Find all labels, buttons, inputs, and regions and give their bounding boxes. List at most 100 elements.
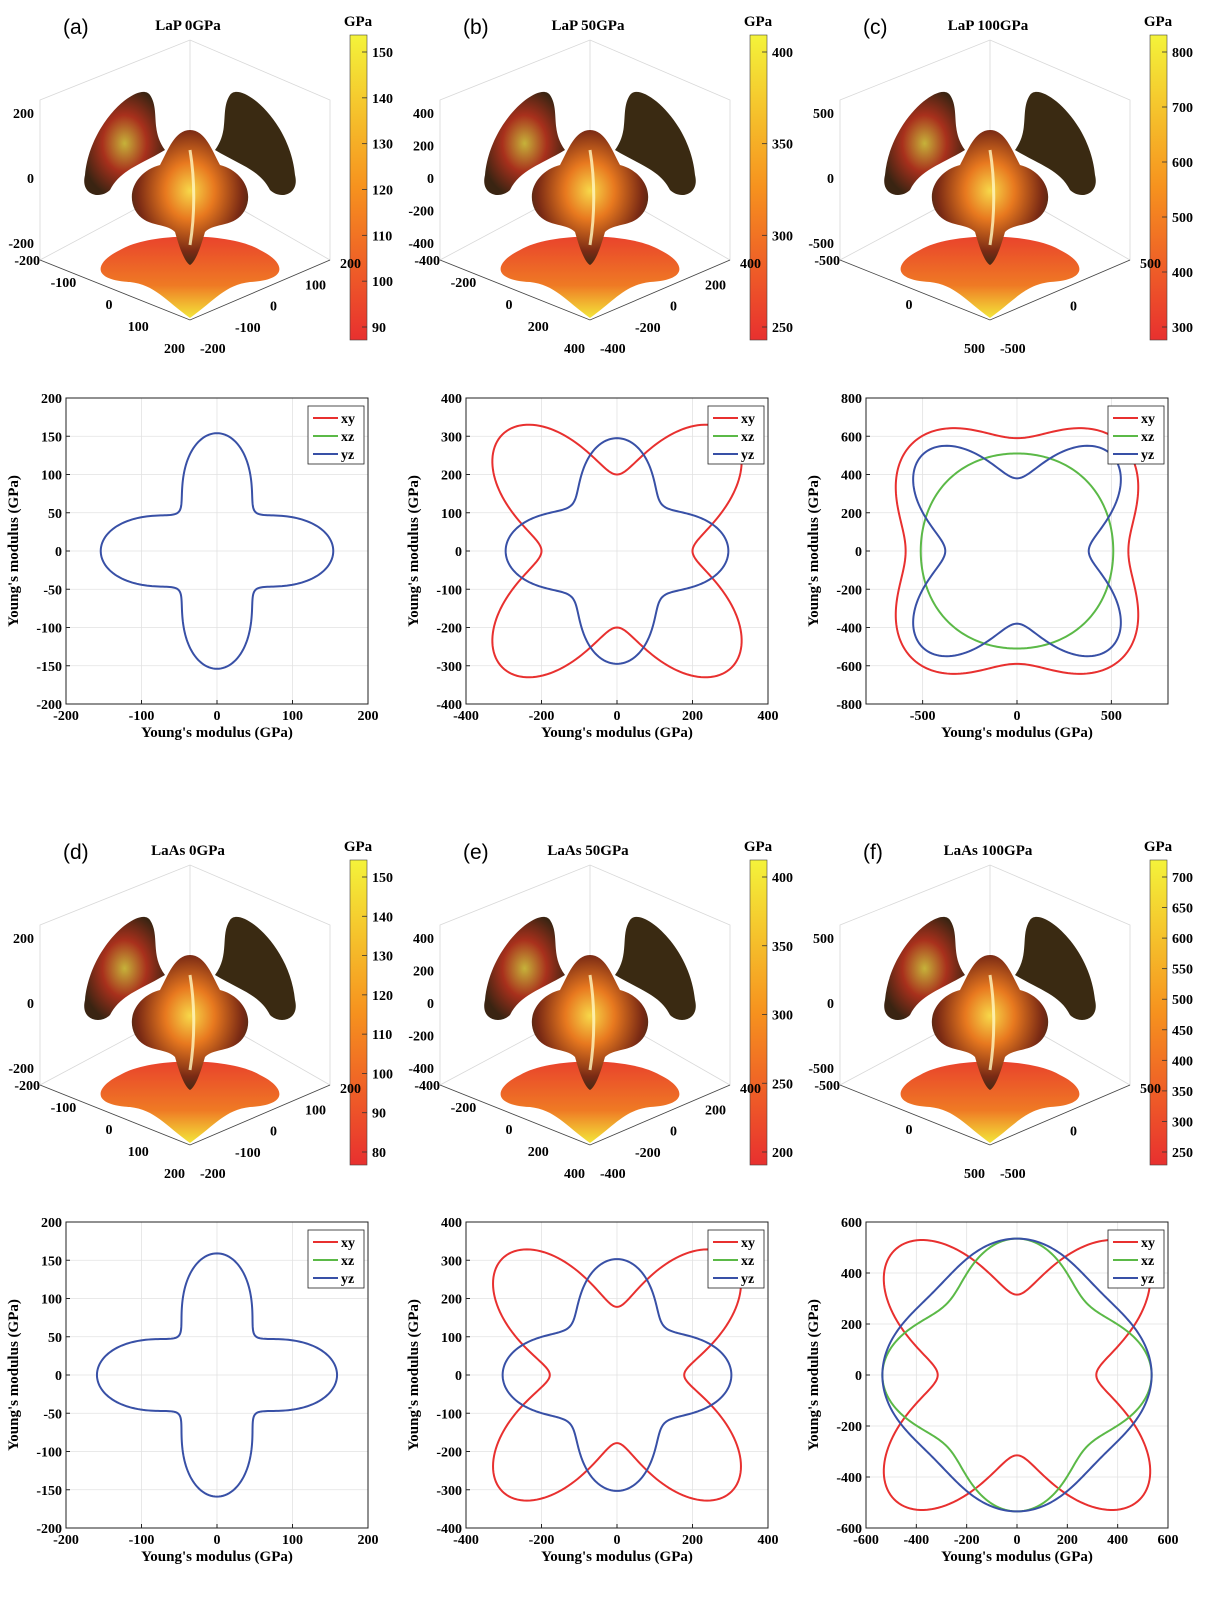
colorbar-gradient [749, 34, 768, 341]
y-tick-label: 400 [841, 469, 862, 484]
series-curve-yz [881, 1237, 1153, 1513]
surface-highlight [988, 974, 996, 1071]
series-curve-yz [504, 437, 730, 665]
y-tick-label: 500 [1140, 1082, 1161, 1097]
z-tick-label: -200 [408, 205, 434, 220]
series-curve-xy [882, 1239, 1152, 1511]
colorbar-tick-label: 600 [1172, 932, 1193, 947]
y-tick-label: 400 [441, 392, 462, 407]
y-tick-label: 100 [41, 469, 62, 484]
surface-3d-body [931, 130, 1049, 265]
x-tick-label: -400 [414, 254, 440, 269]
x-tick-label: -200 [14, 254, 40, 269]
elastic-surface [484, 916, 696, 1143]
colorbar-tick-label: 80 [372, 1146, 386, 1161]
x-tick-label: 400 [758, 709, 779, 724]
z-tick-label: 500 [813, 107, 834, 122]
colorbar-tick-label: 300 [772, 229, 793, 244]
x-tick-label: -100 [129, 1533, 155, 1548]
y-tick-label: 0 [455, 1369, 462, 1384]
colorbar-tick-label: 250 [772, 321, 793, 336]
surface-side-projection-left [884, 916, 965, 1020]
panel-title: LaAs 100GPa [944, 843, 1033, 859]
y-tick-label: 200 [705, 1103, 726, 1118]
legend: xy xz yz [1107, 1229, 1165, 1289]
panel-3d-2: (c) LaP 100GPa GPa 800 700 600 500 400 300 500 0 -5… [808, 14, 1193, 357]
colorbar-gradient [749, 859, 768, 1166]
y-tick-label: 200 [705, 278, 726, 293]
colorbar-tick-label: 400 [772, 871, 793, 886]
colorbar-unit: GPa [344, 14, 373, 30]
x-tick-label: -500 [814, 254, 840, 269]
y-tick-label: -200 [200, 342, 226, 357]
series-curve-yz [95, 1252, 339, 1498]
colorbar-tick-label: 100 [372, 275, 393, 290]
surface-highlight [988, 149, 996, 246]
y-tick-label: -800 [836, 698, 862, 713]
panel-3d-5: (f) LaAs 100GPa GPa 700 650 600 550 500 450 400 35… [808, 839, 1193, 1182]
y-tick-label: 500 [1140, 257, 1161, 272]
y-tick-label: -100 [235, 321, 261, 336]
colorbar-tick-label: 550 [1172, 963, 1193, 978]
y-tick-label: 0 [670, 1125, 677, 1140]
legend-label-xy: xy [1141, 412, 1155, 427]
colorbar-tick-label: 110 [372, 1028, 392, 1043]
surface-3d-body [131, 130, 249, 265]
legend-label-yz: yz [741, 1272, 754, 1287]
x-tick-label: 0 [906, 1123, 913, 1138]
y-tick-label: -200 [200, 1167, 226, 1182]
y-tick-label: 200 [41, 1216, 62, 1231]
y-tick-label: 50 [48, 1331, 62, 1346]
y-tick-label: -400 [600, 1167, 626, 1182]
y-tick-label: 0 [270, 1125, 277, 1140]
y-tick-label: 0 [670, 300, 677, 315]
z-tick-label: -500 [808, 1062, 834, 1077]
y-tick-label: 200 [841, 507, 862, 522]
surface-3d-body [531, 955, 649, 1090]
polar-chart-1: -400 -200 0 200 400 -400 -300 -200 -100 0 100 200 30… [406, 392, 779, 741]
x-tick-label: 100 [282, 1533, 303, 1548]
colorbar-tick-label: 500 [1172, 993, 1193, 1008]
colorbar-tick-label: 120 [372, 989, 393, 1004]
surface-side-projection-left [84, 91, 165, 195]
series-curve-yz [912, 444, 1122, 658]
polar-chart-0: -200 -100 0 100 200 -200 -150 -100 -50 0 50 100 150 2… [6, 392, 379, 741]
colorbar-unit: GPa [744, 839, 773, 855]
x-tick-label: -500 [814, 1079, 840, 1094]
x-tick-label: 0 [106, 1123, 113, 1138]
y-tick-label: 100 [441, 1331, 462, 1346]
panel-title: LaP 50GPa [552, 18, 625, 34]
y-tick-label: -600 [836, 1522, 862, 1537]
y-tick-label: -100 [436, 1407, 462, 1422]
colorbar-tick-label: 700 [1172, 871, 1193, 886]
colorbar-unit: GPa [744, 14, 773, 30]
surface-floor-projection [100, 236, 280, 318]
legend-label-xy: xy [341, 1236, 355, 1251]
x-tick-label: 200 [682, 1533, 703, 1548]
x-tick-label: -100 [129, 709, 155, 724]
x-axis-label: Young's modulus (GPa) [541, 1549, 693, 1565]
series-curve-xy [492, 1248, 742, 1502]
x-tick-label: -200 [954, 1533, 980, 1548]
y-tick-label: -150 [36, 1484, 62, 1499]
z-tick-label: 400 [413, 932, 434, 947]
z-tick-label: 0 [27, 172, 34, 187]
y-tick-label: 0 [1070, 300, 1077, 315]
z-tick-label: -200 [8, 237, 34, 252]
panel-title: LaP 0GPa [155, 18, 221, 34]
y-axis-label: Young's modulus (GPa) [6, 475, 22, 627]
y-tick-label: -400 [436, 1522, 462, 1537]
colorbar-tick-label: 300 [1172, 1115, 1193, 1130]
x-tick-label: 200 [164, 1167, 185, 1182]
panel-3d-1: (b) LaP 50GPa GPa 400 350 300 250 400 200 0 -200 -4… [408, 14, 793, 357]
x-tick-label: 100 [128, 320, 149, 335]
colorbar-unit: GPa [344, 839, 373, 855]
surface-side-projection-left [84, 916, 165, 1020]
colorbar-tick-label: 150 [372, 871, 393, 886]
colorbar-unit: GPa [1144, 14, 1173, 30]
x-tick-label: -200 [451, 276, 477, 291]
colorbar-tick-label: 500 [1172, 211, 1193, 226]
box-floor-edges [839, 1084, 1131, 1146]
y-tick-label: -100 [36, 622, 62, 637]
legend-label-xy: xy [741, 1236, 755, 1251]
